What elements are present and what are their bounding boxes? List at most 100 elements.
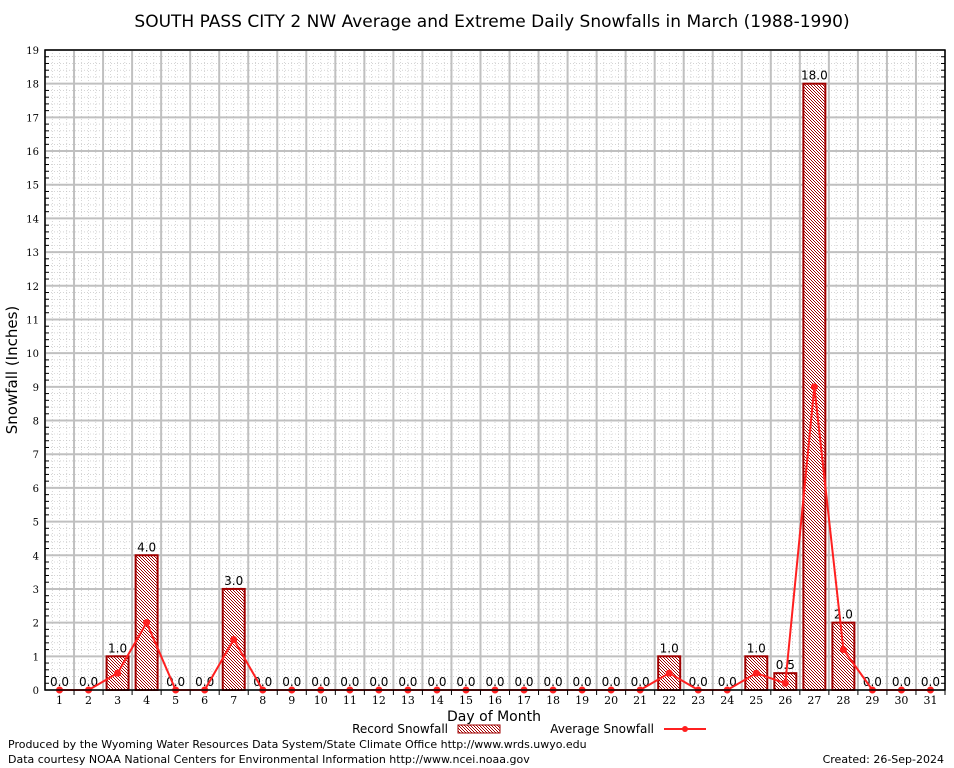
bar-value-label: 0.0 xyxy=(689,675,708,689)
x-tick-label: 9 xyxy=(288,694,295,707)
x-tick-label: 14 xyxy=(430,694,444,707)
average-point-day-22 xyxy=(665,669,673,677)
y-tick-label: 17 xyxy=(26,113,39,124)
bar-value-label: 0.0 xyxy=(398,675,417,689)
average-point-day-28 xyxy=(839,646,847,654)
x-tick-label: 11 xyxy=(343,694,357,707)
y-tick-label: 4 xyxy=(33,551,39,562)
bar-value-label: 0.0 xyxy=(369,675,388,689)
x-tick-label: 15 xyxy=(459,694,473,707)
y-tick-label: 12 xyxy=(26,282,39,293)
average-point-day-7 xyxy=(230,635,238,643)
bar-value-label: 4.0 xyxy=(137,540,156,554)
x-tick-label: 4 xyxy=(143,694,150,707)
bar-value-label: 0.0 xyxy=(456,675,475,689)
bar-value-label: 1.0 xyxy=(108,641,127,655)
average-point-day-26 xyxy=(781,679,789,687)
x-tick-label: 17 xyxy=(517,694,531,707)
x-tick-label: 2 xyxy=(85,694,92,707)
bar-record-day-28 xyxy=(831,621,856,692)
x-tick-label: 18 xyxy=(546,694,560,707)
bar-value-label: 18.0 xyxy=(801,69,828,83)
x-tick-label: 16 xyxy=(488,694,502,707)
average-point-day-4 xyxy=(143,619,151,627)
x-tick-label: 31 xyxy=(923,694,937,707)
x-tick-label: 24 xyxy=(720,694,734,707)
bar-value-label: 0.0 xyxy=(544,675,563,689)
x-tick-label: 22 xyxy=(662,694,676,707)
y-tick-label: 11 xyxy=(26,315,39,326)
y-axis-label: Snowfall (Inches) xyxy=(3,306,21,434)
bar-value-label: 0.0 xyxy=(195,675,214,689)
bar-value-label: 0.0 xyxy=(921,675,940,689)
average-point-day-3 xyxy=(114,669,122,677)
average-point-day-27 xyxy=(810,383,818,391)
y-tick-label: 6 xyxy=(33,484,39,495)
x-tick-label: 12 xyxy=(372,694,386,707)
x-tick-label: 6 xyxy=(201,694,208,707)
x-tick-label: 5 xyxy=(172,694,179,707)
x-tick-label: 27 xyxy=(807,694,821,707)
bar-value-label: 0.0 xyxy=(863,675,882,689)
bar-value-label: 0.0 xyxy=(718,675,737,689)
x-tick-label: 20 xyxy=(604,694,618,707)
y-tick-label: 14 xyxy=(26,214,39,225)
footer-produced: Produced by the Wyoming Water Resources … xyxy=(8,738,587,751)
x-axis-label: Day of Month xyxy=(447,709,541,725)
bar-value-label: 0.5 xyxy=(776,658,795,672)
bar-value-label: 1.0 xyxy=(747,641,766,655)
bar-value-label: 0.0 xyxy=(573,675,592,689)
y-tick-label: 9 xyxy=(33,383,39,394)
x-tick-label: 19 xyxy=(575,694,589,707)
x-tick-label: 30 xyxy=(894,694,908,707)
x-tick-label: 10 xyxy=(314,694,328,707)
legend-label-record: Record Snowfall xyxy=(352,722,448,736)
bar-value-label: 3.0 xyxy=(224,574,243,588)
x-tick-label: 29 xyxy=(865,694,879,707)
y-tick-label: 10 xyxy=(26,349,39,360)
legend-swatch-record xyxy=(457,724,501,734)
bar-value-label: 0.0 xyxy=(892,675,911,689)
bar-value-label: 2.0 xyxy=(834,608,853,622)
x-tick-label: 25 xyxy=(749,694,763,707)
x-tick-label: 21 xyxy=(633,694,647,707)
y-tick-label: 2 xyxy=(33,619,39,630)
bar-value-label: 0.0 xyxy=(631,675,650,689)
x-tick-label: 26 xyxy=(778,694,792,707)
bar-value-label: 0.0 xyxy=(253,675,272,689)
x-tick-label: 23 xyxy=(691,694,705,707)
y-tick-label: 1 xyxy=(33,652,39,663)
x-tick-label: 13 xyxy=(401,694,415,707)
bar-value-label: 1.0 xyxy=(660,641,679,655)
x-tick-label: 28 xyxy=(836,694,850,707)
y-tick-label: 18 xyxy=(26,80,39,91)
chart-title: SOUTH PASS CITY 2 NW Average and Extreme… xyxy=(134,12,849,32)
bar-value-label: 0.0 xyxy=(514,675,533,689)
y-tick-label: 16 xyxy=(26,147,39,158)
y-tick-label: 7 xyxy=(33,450,39,461)
y-tick-label: 0 xyxy=(33,686,39,697)
x-tick-label: 1 xyxy=(56,694,63,707)
y-tick-label: 19 xyxy=(26,46,39,57)
y-tick-label: 8 xyxy=(33,417,39,428)
average-point-day-25 xyxy=(752,669,760,677)
bar-value-label: 0.0 xyxy=(311,675,330,689)
y-tick-label: 13 xyxy=(26,248,39,259)
footer-created: Created: 26-Sep-2024 xyxy=(822,753,944,766)
x-tick-label: 3 xyxy=(114,694,121,707)
bar-value-label: 0.0 xyxy=(79,675,98,689)
y-tick-label: 3 xyxy=(33,585,39,596)
bar-value-label: 0.0 xyxy=(602,675,621,689)
x-tick-label: 7 xyxy=(230,694,237,707)
legend-marker-average xyxy=(682,726,688,732)
plot-frame xyxy=(44,49,946,691)
x-tick-label: 8 xyxy=(259,694,266,707)
y-tick-label: 5 xyxy=(33,518,39,529)
bar-value-label: 0.0 xyxy=(485,675,504,689)
y-tick-label: 15 xyxy=(26,181,39,192)
legend: Record Snowfall Average Snowfall xyxy=(352,722,706,736)
footer-courtesy: Data courtesy NOAA National Centers for … xyxy=(8,753,530,766)
bar-value-label: 0.0 xyxy=(427,675,446,689)
